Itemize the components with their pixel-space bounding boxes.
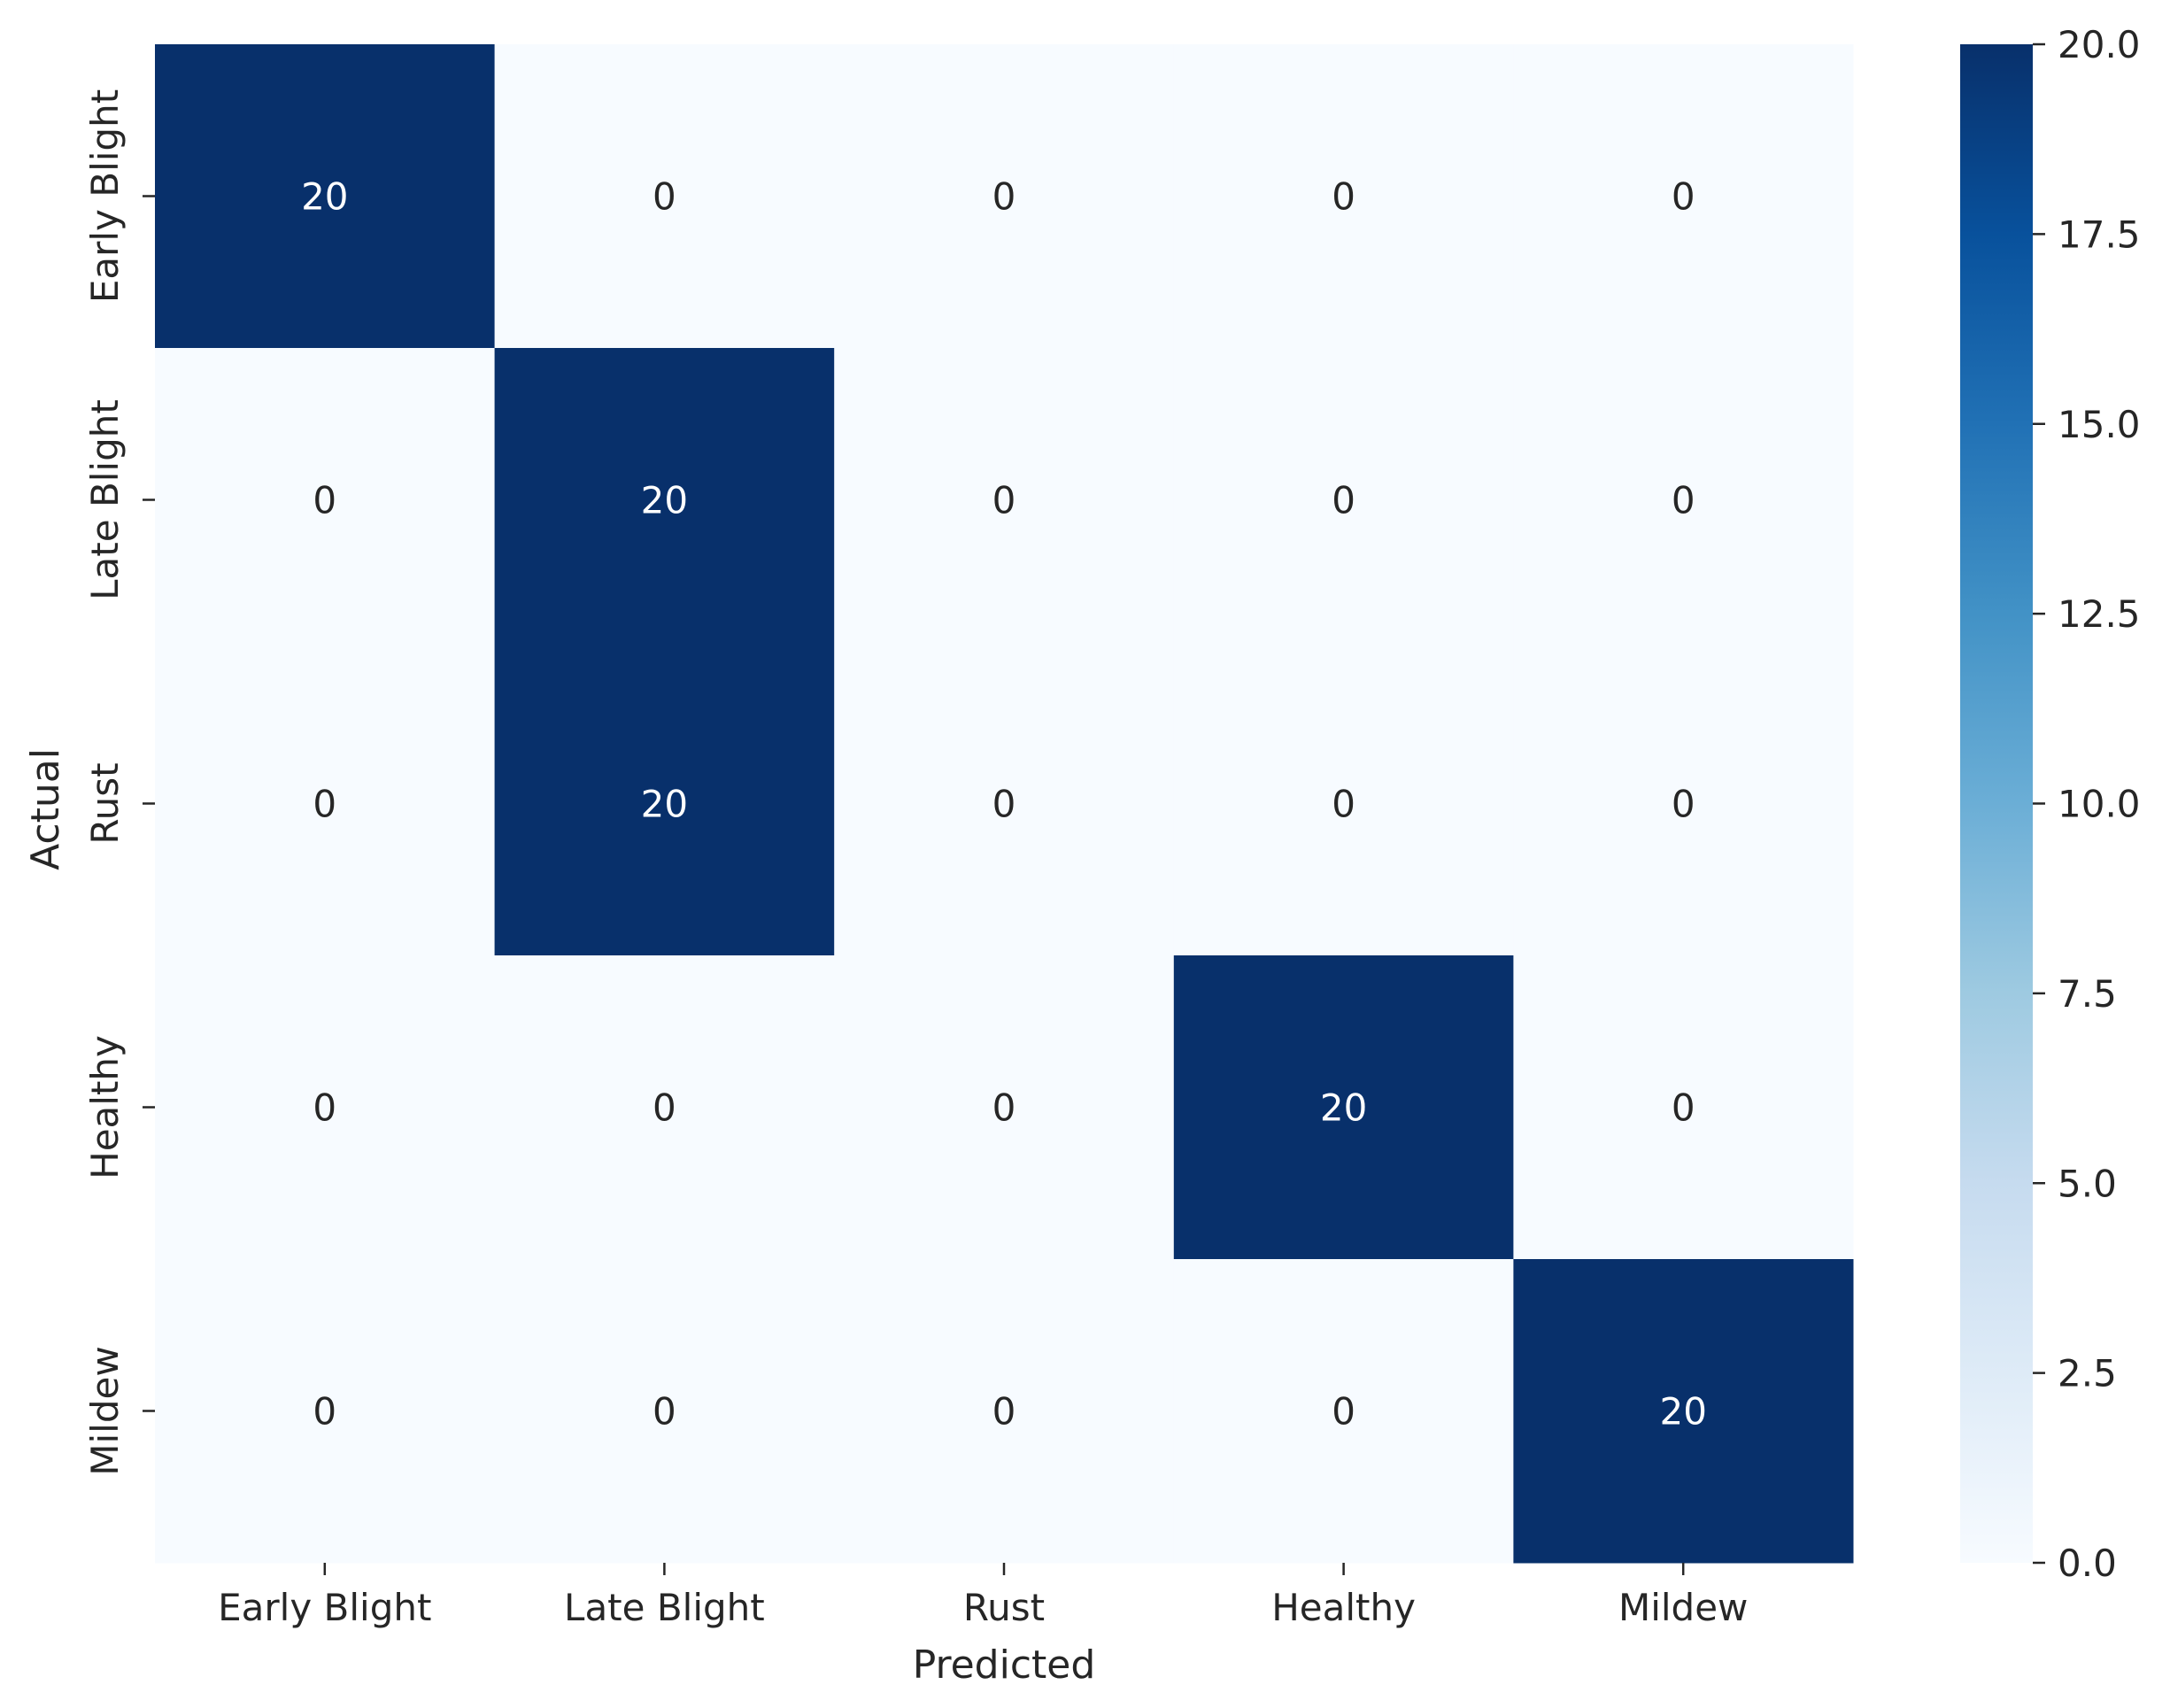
x-tick-label: Mildew [1618, 1586, 1748, 1629]
heatmap-cell-r3-c1 [494, 955, 835, 1260]
y-axis-label: Actual [23, 748, 68, 870]
cell-value-label: 20 [1320, 1086, 1367, 1130]
heatmap-cell-r3-c2 [834, 955, 1175, 1260]
cell-value-label: 20 [641, 479, 688, 522]
colorbar-tick-label: 5.0 [2058, 1162, 2117, 1205]
heatmap-cell-r0-c4 [1513, 44, 1854, 349]
cell-value-label: 0 [1672, 1086, 1695, 1130]
cell-value-label: 0 [653, 1086, 676, 1130]
heatmap-cell-r0-c3 [1173, 44, 1514, 349]
cell-value-label: 20 [641, 783, 688, 826]
heatmap-cell-r0-c0 [155, 44, 496, 349]
cell-value-label: 0 [1332, 175, 1355, 219]
heatmap-cells [155, 44, 1854, 1564]
colorbar-tick-label: 12.5 [2058, 592, 2141, 636]
cell-value-label: 0 [992, 175, 1016, 219]
cell-annotations: 20 0 0 0 0 0 20 0 0 0 0 20 0 0 0 0 0 0 20 0 0 0 0 0 20 [301, 175, 1707, 1434]
heatmap-cell-r1-c4 [1513, 348, 1854, 653]
cell-value-label: 0 [1332, 783, 1355, 826]
x-axis: Early Blight Late Blight Rust Healthy Mildew [218, 1563, 1748, 1629]
y-tick-label: Mildew [83, 1346, 127, 1475]
heatmap-cell-r1-c0 [155, 348, 496, 653]
heatmap-cell-r4-c3 [1173, 1259, 1514, 1564]
cell-value-label: 0 [313, 1390, 336, 1434]
heatmap-cell-r4-c0 [155, 1259, 496, 1564]
y-tick-label: Late Blight [83, 399, 127, 600]
colorbar-gradient [1960, 44, 2033, 1563]
cell-value-label: 20 [1659, 1390, 1706, 1434]
y-tick-label: Rust [83, 762, 127, 844]
cell-value-label: 0 [1672, 175, 1695, 219]
heatmap-cell-r2-c2 [834, 652, 1175, 956]
cell-value-label: 0 [992, 1086, 1016, 1130]
cell-value-label: 0 [1672, 479, 1695, 522]
heatmap-cell-r2-c3 [1173, 652, 1514, 956]
cell-value-label: 0 [992, 1390, 1016, 1434]
cell-value-label: 0 [992, 479, 1016, 522]
heatmap-cell-r3-c4 [1513, 955, 1854, 1260]
cell-value-label: 0 [313, 479, 336, 522]
x-tick-label: Early Blight [218, 1586, 431, 1629]
heatmap-cell-r0-c2 [834, 44, 1175, 349]
cell-value-label: 0 [313, 1086, 336, 1130]
colorbar: 0.0 2.5 5.0 7.5 10.0 12.5 15.0 17.5 20.0 [1960, 23, 2141, 1585]
x-tick-label: Healthy [1271, 1586, 1416, 1629]
x-tick-label: Rust [963, 1586, 1045, 1629]
heatmap-cell-r2-c1 [494, 652, 835, 956]
heatmap-cell-r1-c2 [834, 348, 1175, 653]
y-axis: Early Blight Late Blight Rust Healthy Mildew [83, 89, 155, 1476]
cell-value-label: 0 [1332, 1390, 1355, 1434]
heatmap-cell-r4-c1 [494, 1259, 835, 1564]
colorbar-tick-label: 17.5 [2058, 213, 2141, 256]
heatmap-cell-r4-c4 [1513, 1259, 1854, 1564]
heatmap-cell-r4-c2 [834, 1259, 1175, 1564]
colorbar-tick-label: 7.5 [2058, 972, 2117, 1016]
cell-value-label: 0 [1332, 479, 1355, 522]
colorbar-tick-label: 0.0 [2058, 1542, 2117, 1585]
colorbar-tick-label: 10.0 [2058, 783, 2141, 826]
heatmap-cell-r0-c1 [494, 44, 835, 349]
colorbar-tick-label: 2.5 [2058, 1352, 2117, 1395]
x-tick-label: Late Blight [564, 1586, 765, 1629]
cell-value-label: 0 [992, 783, 1016, 826]
heatmap-cell-r1-c1 [494, 348, 835, 653]
heatmap-cell-r2-c4 [1513, 652, 1854, 956]
heatmap-cell-r1-c3 [1173, 348, 1514, 653]
heatmap-cell-r3-c3 [1173, 955, 1514, 1260]
y-tick-label: Healthy [83, 1035, 127, 1179]
cell-value-label: 0 [313, 783, 336, 826]
x-axis-label: Predicted [913, 1642, 1096, 1688]
colorbar-tick-label: 15.0 [2058, 403, 2141, 446]
cell-value-label: 20 [301, 175, 348, 219]
heatmap-cell-r3-c0 [155, 955, 496, 1260]
cell-value-label: 0 [653, 1390, 676, 1434]
cell-value-label: 0 [1672, 783, 1695, 826]
y-tick-label: Early Blight [83, 89, 127, 303]
heatmap-cell-r2-c0 [155, 652, 496, 956]
colorbar-tick-label: 20.0 [2058, 23, 2141, 66]
cell-value-label: 0 [653, 175, 676, 219]
